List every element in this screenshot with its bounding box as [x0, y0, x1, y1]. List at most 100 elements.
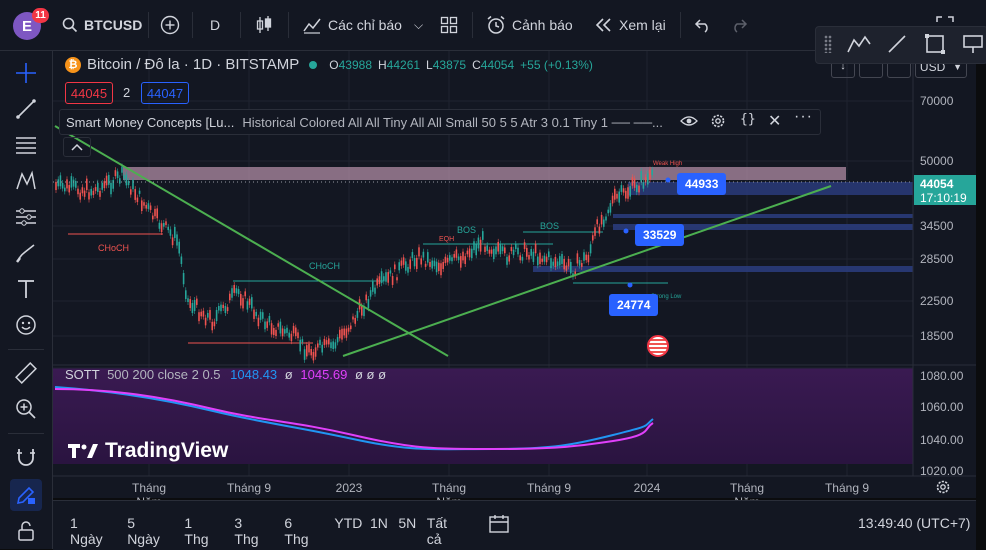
- magnet-tool[interactable]: [10, 441, 42, 473]
- undo-button[interactable]: [694, 10, 712, 40]
- trendline-icon: [16, 99, 36, 119]
- measure-tool[interactable]: [10, 357, 42, 389]
- timeframe-button[interactable]: 1 Ngày: [70, 515, 103, 547]
- candle-body: [334, 342, 337, 349]
- candle-body: [515, 243, 517, 250]
- candle-body: [464, 256, 466, 264]
- candle-body: [477, 237, 480, 249]
- interval-label: D: [210, 17, 221, 33]
- candle-body: [253, 309, 255, 319]
- drag-handle-icon[interactable]: [824, 35, 832, 53]
- candle-body: [484, 246, 486, 252]
- close-icon[interactable]: ✕: [768, 113, 782, 130]
- candle-body: [466, 250, 469, 255]
- sott-indicator-legend[interactable]: SOTT 500 200 close 2 0.5 1048.43 ø 1045.…: [65, 367, 386, 382]
- trendline-down[interactable]: [54, 125, 449, 357]
- chart-canvas[interactable]: CHoCH CHoCH BOS BOS EQH Weak High Strong…: [53, 51, 976, 498]
- replay-label: Xem lại: [619, 17, 666, 33]
- symbol-legend[interactable]: ₿ Bitcoin / Đô la · 1D · BITSTAMP O 43988…: [65, 56, 593, 73]
- trendline-tool[interactable]: [10, 93, 42, 125]
- replay-button[interactable]: Xem lại: [595, 10, 666, 40]
- price-axis[interactable]: 70000 50000 34500 28500 22500 18500: [914, 51, 976, 363]
- indicators-dropdown[interactable]: ⌵: [414, 10, 423, 40]
- text-tool[interactable]: [10, 273, 42, 305]
- date-range-button[interactable]: [488, 513, 510, 540]
- settings-gear-icon[interactable]: [710, 113, 726, 132]
- candle-body: [94, 187, 97, 191]
- crosshair-tool[interactable]: [10, 57, 42, 89]
- chart-type-button[interactable]: [255, 10, 273, 40]
- smc-indicator-legend[interactable]: Smart Money Concepts [Lu... Historical C…: [59, 109, 821, 135]
- close-value: 44054: [480, 57, 515, 72]
- redo-button[interactable]: [730, 10, 748, 40]
- more-icon[interactable]: ···: [794, 109, 813, 125]
- timeframe-button[interactable]: 5N: [398, 515, 417, 531]
- candle-body: [57, 179, 59, 187]
- clock-timezone[interactable]: 13:49:40 (UTC+7): [858, 515, 971, 531]
- eye-icon[interactable]: [680, 114, 698, 131]
- chart-settings-button[interactable]: [935, 479, 951, 500]
- timeframe-button[interactable]: YTD: [334, 515, 363, 531]
- lock-drawings-tool[interactable]: [10, 515, 42, 547]
- layouts-button[interactable]: [440, 10, 458, 40]
- sott-value-2: 1045.69: [300, 367, 348, 382]
- float-pattern-tool[interactable]: [846, 34, 872, 59]
- brush-tool[interactable]: [10, 237, 42, 269]
- pattern-tool[interactable]: [10, 165, 42, 197]
- timeframe-button[interactable]: 3 Thg: [234, 515, 259, 547]
- zoom-tool[interactable]: [10, 393, 42, 425]
- timeframe-button[interactable]: 5 Ngày: [127, 515, 160, 547]
- candle-body: [640, 170, 642, 183]
- source-code-icon[interactable]: {}: [740, 112, 756, 127]
- candle-body: [112, 179, 114, 189]
- timeframe-button[interactable]: 1N: [370, 515, 388, 531]
- float-callout-tool[interactable]: [962, 33, 984, 60]
- candle-body: [284, 329, 286, 334]
- candle-body: [222, 304, 224, 309]
- emoji-tool[interactable]: [10, 309, 42, 341]
- candle-body: [367, 298, 370, 309]
- indicators-button[interactable]: Các chỉ báo: [302, 10, 402, 40]
- low-value: 43875: [432, 57, 467, 72]
- candle-body: [539, 252, 541, 264]
- sott-axis[interactable]: 1080.00 1060.00 1040.00 1020.00: [914, 363, 976, 478]
- symbol-search-button[interactable]: BTCUSD: [62, 10, 142, 40]
- collapse-legend-button[interactable]: [63, 137, 91, 157]
- buy-button[interactable]: 44047: [141, 82, 189, 104]
- candle-body: [138, 190, 141, 194]
- timeframe-button[interactable]: Tất cả: [426, 515, 448, 547]
- candle-body: [321, 344, 323, 353]
- candle-body: [123, 174, 125, 179]
- sott-tick-label: 1080.00: [920, 369, 964, 383]
- candle-body: [473, 241, 475, 251]
- drawing-mode-toggle[interactable]: [10, 479, 42, 511]
- indicators-icon: [303, 18, 321, 34]
- sell-button[interactable]: 44045: [65, 82, 113, 104]
- candle-body: [534, 243, 537, 254]
- candle-body: [180, 256, 183, 264]
- candle-body: [394, 264, 396, 270]
- fullscreen-button[interactable]: [935, 10, 955, 40]
- float-rectangle-tool[interactable]: [924, 33, 946, 60]
- interval-button[interactable]: D: [210, 10, 220, 40]
- candle-body: [600, 214, 603, 225]
- timeframe-button[interactable]: 1 Thg: [184, 515, 209, 547]
- bos-label-2: BOS: [540, 221, 559, 231]
- us-flag-icon[interactable]: [647, 335, 669, 357]
- candle-body: [328, 338, 330, 345]
- chart-area[interactable]: CHoCH CHoCH BOS BOS EQH Weak High Strong…: [53, 51, 976, 509]
- candle-body: [187, 298, 189, 303]
- compare-symbol-button[interactable]: [160, 10, 180, 40]
- alert-button[interactable]: Cảnh báo: [486, 10, 573, 40]
- float-trendline-tool[interactable]: [886, 33, 908, 60]
- fib-tool[interactable]: [10, 129, 42, 161]
- trendline-up[interactable]: [342, 185, 832, 357]
- sott-line-magenta: [54, 388, 654, 451]
- timeframe-button[interactable]: 6 Thg: [284, 515, 309, 547]
- candle-body: [356, 310, 359, 318]
- eqh-label: EQH: [439, 236, 454, 243]
- candle-body: [455, 249, 458, 258]
- alert-label: Cảnh báo: [512, 17, 573, 33]
- forecast-tool[interactable]: [10, 201, 42, 233]
